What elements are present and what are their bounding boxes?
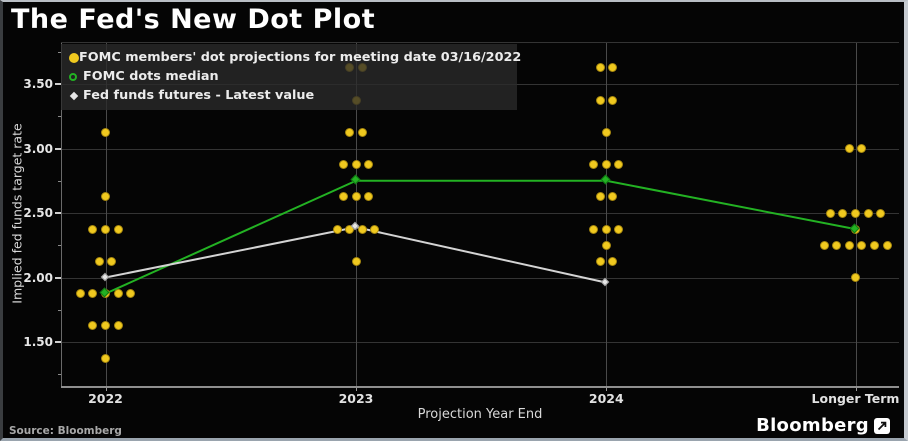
y-axis-title: Implied fed funds target rate: [9, 123, 25, 304]
bloomberg-terminal-icon: [874, 417, 890, 434]
y-tick-label: 1.50: [23, 335, 53, 349]
source-credit: Source: Bloomberg: [9, 425, 122, 437]
y-tick-label: 2.00: [23, 270, 53, 285]
white-diamond-icon: [69, 91, 83, 100]
legend-item-median: FOMC dots median: [69, 67, 509, 86]
y-tick-label: 3.50: [23, 77, 53, 91]
x-category-label: Longer Term: [811, 391, 900, 406]
legend-item-dots: FOMC members' dot projections for meetin…: [69, 48, 521, 67]
yellow-dot-icon: [69, 52, 79, 63]
chart-title: The Fed's New Dot Plot: [11, 4, 376, 35]
y-tick-label: 2.50: [23, 206, 53, 220]
legend: FOMC members' dot projections for meetin…: [61, 44, 521, 110]
y-tick-label: 3.00: [23, 141, 53, 156]
legend-label: FOMC members' dot projections for meetin…: [79, 50, 522, 65]
bloomberg-wordmark: Bloomberg: [756, 415, 869, 436]
legend-item-futures: Fed funds futures - Latest value: [69, 86, 509, 105]
x-category-label: 2022: [88, 391, 123, 406]
legend-label: Fed funds futures - Latest value: [83, 88, 315, 103]
x-category-label: 2024: [588, 391, 624, 406]
x-axis-title: Projection Year End: [417, 407, 543, 422]
legend-label: FOMC dots median: [83, 69, 219, 84]
green-open-circle-icon: [69, 72, 83, 81]
series-line-futures: [105, 226, 607, 284]
bloomberg-logo: Bloomberg: [756, 415, 890, 436]
series-line-median: [105, 179, 856, 295]
x-category-label: 2023: [338, 391, 374, 406]
